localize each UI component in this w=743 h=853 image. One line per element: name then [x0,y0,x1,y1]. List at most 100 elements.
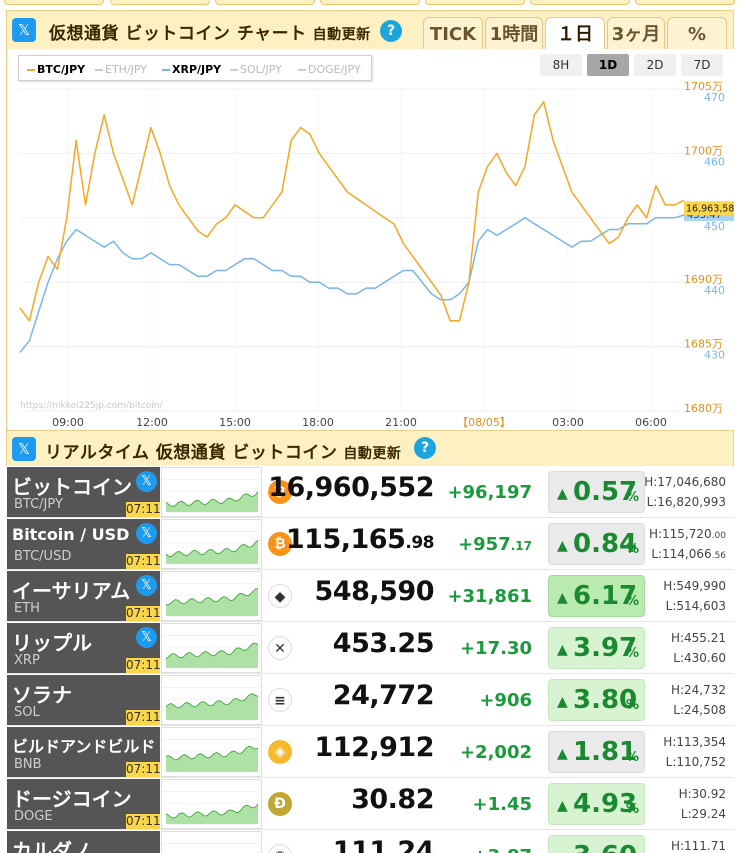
sparkline-line [165,745,259,761]
high-int: H:113,354 [663,735,726,749]
price-chart: 09:00 12:00 15:00 18:00 21:00 【08/05】 03:00 06:… [19,80,734,429]
table-row[interactable]: ビルドアンドビルド BNB 07:11 ◈ 112,912 +2,002 ▲ 1.81% H:1… [6,726,734,778]
percent-value: 6.17 [573,581,638,611]
coin-name-box[interactable]: ビルドアンドビルド BNB 07:11 [7,727,161,777]
low-value: L:29.24 [681,807,726,821]
percent-sign: % [625,594,639,609]
tab-3months[interactable]: 3ヶ月 [607,17,665,51]
x-tick-label: 21:00 [385,416,417,429]
price-value: 24,772 [332,680,435,711]
dogecoin-icon: Ð [268,792,292,816]
range-2d[interactable]: 2D [634,54,676,76]
high-value: H:17,046,680 [644,475,726,489]
change-int: +906 [479,690,532,711]
table-row[interactable]: イーサリアム ETH 𝕏 07:11 ◆ 548,590 +31,861 ▲ 6.17% H:54… [6,570,734,622]
coin-name-box[interactable]: カルダノADA07:11 [7,831,160,853]
change-decimal: .17 [510,539,532,553]
tab-tick[interactable]: TICK [423,17,483,51]
sparkline-area [165,804,259,825]
table-row[interactable]: ソラナ SOL 07:11 ≡ 24,772 +906 ▲ 3.80% H:24,732 L:24… [6,674,734,726]
legend-btc[interactable]: BTC/JPY [27,63,85,76]
coin-name-box[interactable]: Bitcoin / USD BTC/USD 𝕏 07:11 [7,519,161,569]
chart-watermark: https://nikkei225jp.com/bitcoin/ [20,401,163,411]
price-value: 115,165.98 [286,524,435,555]
price-int: 111.24 [332,836,435,853]
table-row[interactable]: リップル XRP 𝕏 07:11 ✕ 453.25 +17.30 ▲ 3.97% H:455.21… [6,622,734,674]
coin-pair: BTC/USD [14,549,72,564]
coin-name[interactable]: リップル [12,631,92,655]
sparkline-chart[interactable] [161,831,262,853]
sparkline-chart[interactable] [161,623,262,673]
top-tab[interactable] [530,0,630,5]
solana-icon: ≡ [268,688,292,712]
coin-name-box[interactable]: イーサリアム ETH 𝕏 07:11 [7,571,161,621]
range-7d[interactable]: 7D [681,54,723,76]
table-row[interactable]: ドージコイン DOGE 07:11 Ð 30.82 +1.45 ▲ 4.93% H:30.92 L… [6,778,734,830]
top-tab[interactable] [425,0,525,5]
help-icon[interactable]: ? [414,437,436,459]
coin-name[interactable]: ビットコイン [12,475,132,499]
top-tab[interactable] [215,0,315,5]
range-8h[interactable]: 8H [540,54,582,76]
x-share-icon[interactable]: 𝕏 [136,627,157,648]
coin-name[interactable]: イーサリアム [12,579,131,603]
low-value: L:514,603 [666,599,726,613]
legend-xrp[interactable]: XRP/JPY [162,63,221,76]
top-tab[interactable] [320,0,420,5]
update-time: 07:11 [126,502,161,517]
coin-name[interactable]: Bitcoin / USD [12,525,130,544]
sparkline-chart[interactable] [161,675,262,725]
sparkline-chart[interactable] [161,467,262,517]
x-share-icon[interactable]: 𝕏 [136,575,157,596]
update-time: 07:11 [126,814,161,829]
price-int: 548,590 [314,576,435,607]
low-int: L:114,066 [651,547,712,561]
xrp-icon: ✕ [268,636,292,660]
sparkline-chart[interactable] [161,779,262,829]
percent-sign: % [625,646,639,661]
price-value: 30.82 [351,784,434,815]
chart-header: 𝕏 仮想通貨 ビットコイン チャート 自動更新 ? TICK 1時間 １日 3ヶ月… [7,11,733,51]
percent-sign: % [625,802,639,817]
table-row[interactable]: Bitcoin / USD BTC/USD 𝕏 07:11 ₿ 115,165.98 +95… [6,518,734,570]
x-share-icon[interactable]: 𝕏 [136,471,157,492]
coin-name[interactable]: ビルドアンドビルド [12,737,156,756]
change-value: +31,861 [447,586,532,607]
high-value: H:549,990 [663,579,726,593]
top-tab[interactable] [110,0,210,5]
coin-name[interactable]: ドージコイン [12,787,132,811]
legend-doge[interactable]: DOGE/JPY [298,63,361,76]
coin-name-box[interactable]: リップル XRP 𝕏 07:11 [7,623,161,673]
x-share-icon[interactable]: 𝕏 [12,437,36,461]
range-1d[interactable]: 1D [587,54,629,76]
top-tab[interactable] [635,0,735,5]
top-tab[interactable] [4,0,104,5]
x-share-icon[interactable]: 𝕏 [136,523,157,544]
coin-name-box[interactable]: ソラナ SOL 07:11 [7,675,161,725]
sparkline-chart[interactable] [161,571,262,621]
coin-name[interactable]: カルダノ [12,839,92,853]
sparkline-chart[interactable] [161,519,262,569]
tab-percent[interactable]: % [667,17,727,51]
help-icon[interactable]: ? [380,20,402,42]
auto-update-label: 自動更新 [343,446,402,462]
tab-1hour[interactable]: 1時間 [485,17,543,51]
change-value: +906 [479,690,532,711]
table-row[interactable]: カルダノADA07:11✺111.24+3.87▲3.60%H:111.71 [6,830,734,853]
coin-name-box[interactable]: ドージコイン DOGE 07:11 [7,779,161,829]
legend-sol[interactable]: SOL/JPY [230,63,282,76]
high-value: H:113,354 [663,735,726,749]
coin-name[interactable]: ソラナ [12,683,72,707]
x-share-icon[interactable]: 𝕏 [12,18,36,42]
chart-panel: 𝕏 仮想通貨 ビットコイン チャート 自動更新 ? TICK 1時間 １日 3ヶ月… [6,10,734,430]
y-tick-btc: 1700万 [684,144,723,157]
legend-swatch [162,69,170,71]
legend-eth[interactable]: ETH/JPY [95,63,147,76]
price-int: 24,772 [332,680,435,711]
coin-name-box[interactable]: ビットコイン BTC/JPY 𝕏 07:11 [7,467,161,517]
table-row[interactable]: ビットコイン BTC/JPY 𝕏 07:11 ₿ 16,960,552 +96,197 ▲ 0.… [6,466,734,518]
percent-value: 0.57 [573,477,638,507]
x-tick-label: 09:00 [52,416,84,429]
tab-1day[interactable]: １日 [545,17,605,51]
sparkline-chart[interactable] [161,727,262,777]
